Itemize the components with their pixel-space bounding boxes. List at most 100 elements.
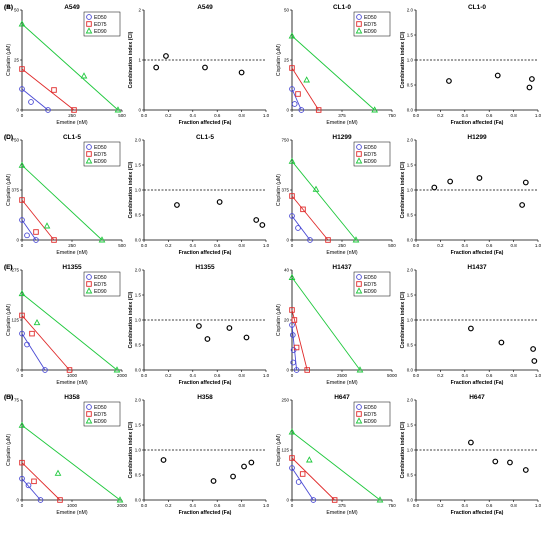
combination-point-ed90 xyxy=(54,469,62,476)
y-tick-label: 250 xyxy=(281,398,289,403)
ci-point xyxy=(492,458,499,465)
ci-point xyxy=(241,463,247,470)
x-tick-label: 0.6 xyxy=(486,373,493,378)
isobole-endpoint-ed90 xyxy=(98,236,106,243)
x-axis-label: Fraction affected (Fa) xyxy=(179,250,232,256)
isobole-line-ed50 xyxy=(21,478,41,501)
y-tick-label: 0.5 xyxy=(135,473,142,478)
x-tick-label: 0.8 xyxy=(510,113,517,118)
legend-label: ED90 xyxy=(94,419,107,425)
x-tick-label: 0.2 xyxy=(165,503,172,508)
legend-marker-ed90 xyxy=(355,157,363,164)
y-tick-label: 0.5 xyxy=(135,343,142,348)
x-tick-label: 0.4 xyxy=(462,373,469,378)
legend-marker-ed90 xyxy=(355,417,363,424)
isobole-endpoint-ed50 xyxy=(289,465,295,471)
combination-point-ed50 xyxy=(24,232,30,239)
ci-point xyxy=(468,439,474,446)
ci-plot-11: H1437 0.0 0.2 0.4 0.6 0.8 1.0 0.0 0.5 1.0 1.5 2.0 Fr… xyxy=(400,264,542,386)
combination-point-ed90 xyxy=(80,72,88,79)
combination-point-ed75 xyxy=(291,317,298,323)
y-tick-label: 0 xyxy=(286,108,289,113)
combination-point-ed75 xyxy=(51,87,57,93)
legend xyxy=(353,11,391,37)
isobologram-8: (E) H1355 0 1000 2000 0 125 275 Emetine (nM) Cisp… xyxy=(4,264,128,386)
chart-title: A549 xyxy=(197,4,213,11)
legend-marker-ed75 xyxy=(356,281,362,287)
isobole-endpoint-ed90 xyxy=(116,496,124,503)
ci-point xyxy=(507,459,513,466)
legend-label: ED50 xyxy=(94,405,107,411)
isobole-endpoint-ed90 xyxy=(114,106,122,113)
y-tick-label: 0.0 xyxy=(407,498,414,503)
legend-label: ED50 xyxy=(94,145,107,151)
legend-marker-ed90 xyxy=(85,417,93,424)
chart-title: H647 xyxy=(469,394,485,401)
isobole-line-ed75 xyxy=(291,195,329,241)
legend-label: ED50 xyxy=(364,275,377,281)
y-tick-label: 275 xyxy=(11,268,19,273)
legend-marker-ed50 xyxy=(86,404,92,410)
x-tick-label: 1000 xyxy=(67,373,78,378)
legend-label: ED90 xyxy=(94,159,107,165)
y-tick-label: 0 xyxy=(16,498,19,503)
y-tick-label: 1.5 xyxy=(135,293,142,298)
isobole-endpoint-ed75 xyxy=(19,66,25,72)
y-tick-label: 2.0 xyxy=(407,8,414,13)
x-tick-label: 1.0 xyxy=(263,113,270,118)
isobole-endpoint-ed90 xyxy=(18,421,26,428)
isobole-line-ed90 xyxy=(21,424,121,501)
x-tick-label: 0 xyxy=(291,503,294,508)
ci-point xyxy=(153,64,160,71)
x-tick-label: 500 xyxy=(388,243,396,248)
y-tick-label: 0 xyxy=(16,108,19,113)
x-tick-label: 5000 xyxy=(387,373,398,378)
isobole-line-ed75 xyxy=(291,309,308,371)
legend-label: ED50 xyxy=(94,275,107,281)
x-tick-label: 1.0 xyxy=(263,373,270,378)
ci-point xyxy=(202,64,208,71)
isobologram-4: (C) CL1-5 0 250 500 0 375 750 Emetine (nM) Cispla… xyxy=(4,134,126,256)
x-tick-label: 0.6 xyxy=(214,373,221,378)
x-tick-label: 0.0 xyxy=(141,373,148,378)
isobole-line-ed75 xyxy=(21,199,55,241)
legend-label: ED75 xyxy=(94,412,107,418)
legend-label: ED90 xyxy=(94,289,107,295)
chart-title: CL1-5 xyxy=(196,134,214,141)
legend-marker-ed90 xyxy=(355,27,363,34)
y-tick-label: 25 xyxy=(284,58,290,63)
x-tick-label: 1.0 xyxy=(535,243,542,248)
legend-label: ED90 xyxy=(364,29,377,35)
isobole-endpoint-ed90 xyxy=(288,428,296,435)
legend-marker-ed90 xyxy=(85,27,93,34)
isobole-endpoint-ed90 xyxy=(288,32,296,39)
legend-marker-ed75 xyxy=(86,151,92,157)
x-tick-label: 1000 xyxy=(67,503,78,508)
y-tick-label: 0.5 xyxy=(407,83,414,88)
y-tick-label: 1.5 xyxy=(407,423,414,428)
isobole-endpoint-ed50 xyxy=(19,86,25,92)
x-tick-label: 2500 xyxy=(337,373,348,378)
y-tick-label: 20 xyxy=(284,318,290,323)
y-axis-label: Cisplatin (μM) xyxy=(6,434,12,466)
isobologram-6: (D) H1299 0 250 500 0 375 750 Emetine (nM) Cispla… xyxy=(4,134,396,256)
y-tick-label: 0.0 xyxy=(135,238,142,243)
chart-title: H358 xyxy=(64,394,80,401)
legend-marker-ed75 xyxy=(356,411,362,417)
ci-point xyxy=(160,457,167,463)
x-tick-label: 0.8 xyxy=(238,113,245,118)
y-tick-label: 1.5 xyxy=(135,423,142,428)
chart-title: H1355 xyxy=(195,264,215,271)
legend-label: ED75 xyxy=(364,282,377,288)
legend-marker-ed90 xyxy=(85,157,93,164)
chart-title: CL1-0 xyxy=(333,4,351,11)
y-tick-label: 0.0 xyxy=(135,498,142,503)
isobologram-2: (B) CL1-0 0 375 750 0 25 50 Emetine (nM) Cisplati… xyxy=(4,4,396,126)
combination-point-ed50 xyxy=(290,359,297,366)
ci-point xyxy=(226,325,233,331)
y-axis-label: Combination index (CI) xyxy=(400,161,406,218)
isobole-line-ed50 xyxy=(21,88,49,111)
y-tick-label: 0 xyxy=(16,238,19,243)
